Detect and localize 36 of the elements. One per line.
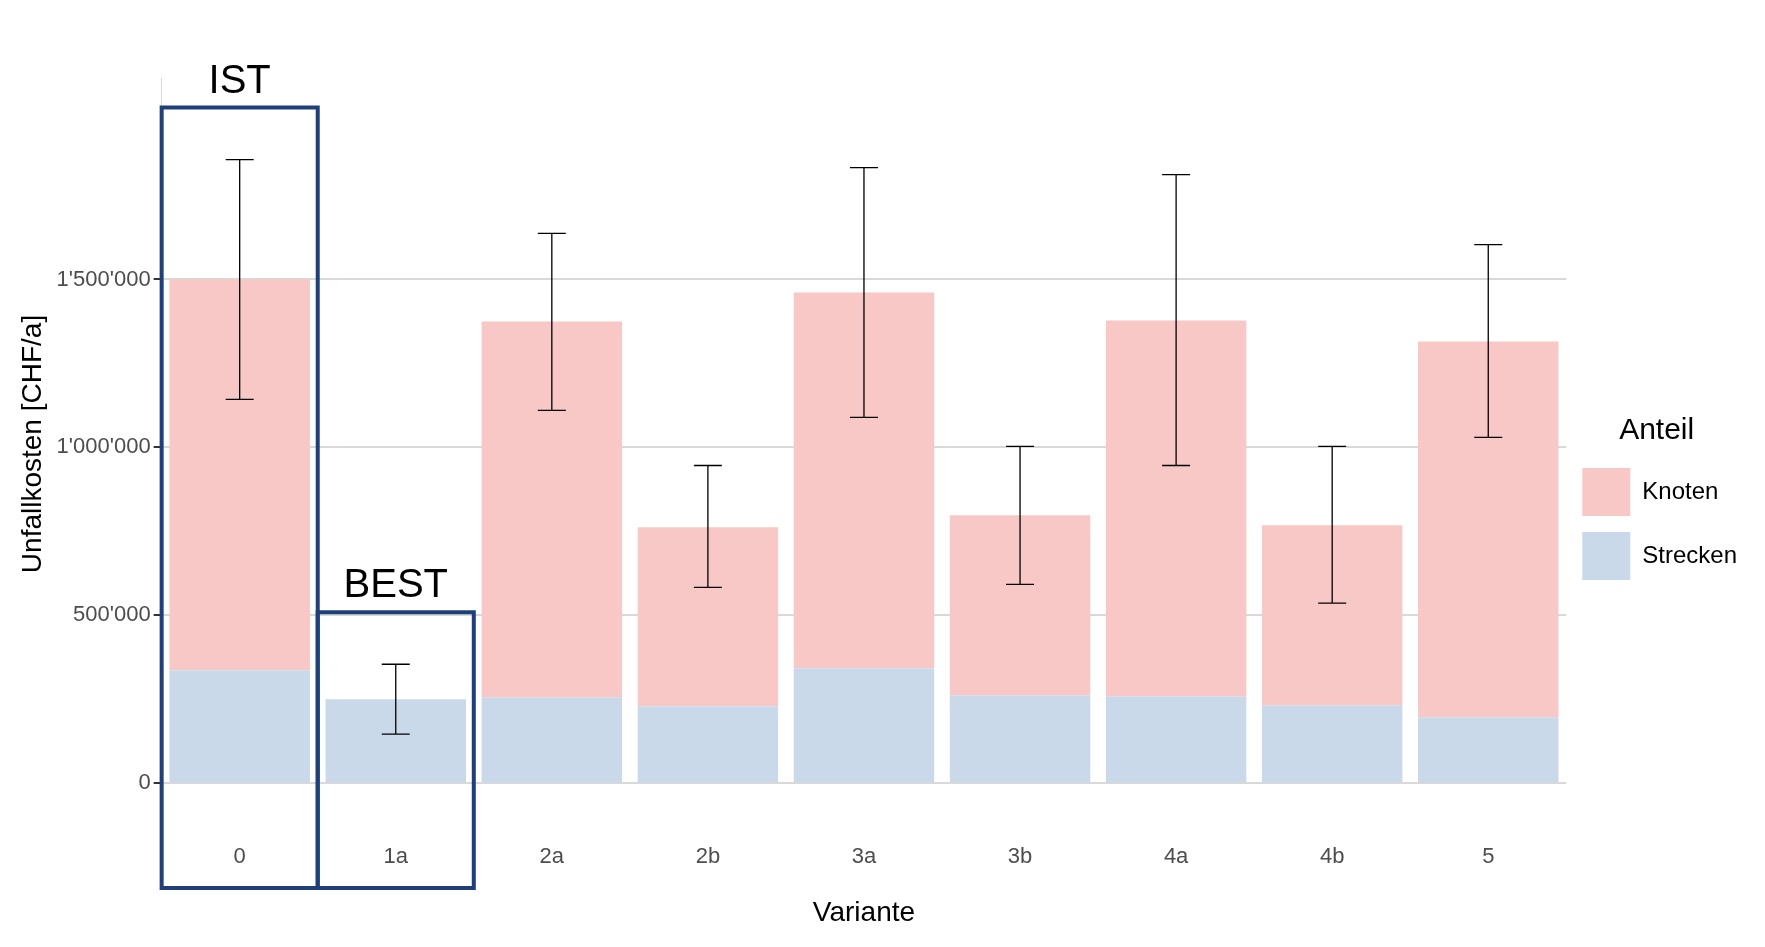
x-tick-label: 1a bbox=[383, 843, 409, 869]
x-tick-label: 3a bbox=[851, 843, 877, 869]
x-tick-label: 5 bbox=[1482, 843, 1495, 869]
annotation: IST bbox=[208, 56, 271, 101]
x-tick-label: 2b bbox=[695, 843, 721, 869]
x-tick-label: 4a bbox=[1163, 843, 1190, 869]
bar bbox=[1105, 320, 1247, 697]
x-tick-label: 0 bbox=[233, 843, 246, 869]
bar bbox=[793, 668, 935, 783]
bar bbox=[1418, 717, 1559, 783]
bar bbox=[1105, 696, 1247, 783]
legend-label: Strecken bbox=[1642, 540, 1738, 568]
y-tick-label: 500'000 bbox=[73, 601, 151, 627]
bar bbox=[949, 515, 1091, 696]
y-axis-title: Unfallkosten [CHF/a] bbox=[15, 314, 47, 574]
x-tick-label: 3b bbox=[1007, 843, 1033, 869]
bar bbox=[169, 670, 310, 783]
bar bbox=[637, 527, 779, 707]
y-tick-label: 1'500'000 bbox=[56, 265, 151, 291]
bar bbox=[1261, 525, 1403, 706]
bar bbox=[793, 292, 935, 669]
bar bbox=[1261, 705, 1403, 783]
x-tick-label: 2a bbox=[539, 843, 565, 869]
bar bbox=[481, 697, 623, 783]
legend-label: Knoten bbox=[1642, 476, 1719, 504]
bar bbox=[1418, 341, 1559, 718]
bar bbox=[637, 706, 779, 783]
x-axis-title: Variante bbox=[812, 895, 916, 927]
bar bbox=[325, 699, 466, 783]
legend-title: Anteil bbox=[1619, 412, 1695, 446]
y-tick-label: 0 bbox=[138, 769, 151, 795]
bar bbox=[481, 321, 623, 698]
bar bbox=[949, 695, 1091, 783]
y-tick-label: 1'000'000 bbox=[56, 433, 151, 459]
x-tick-label: 4b bbox=[1319, 843, 1345, 869]
annotation: BEST bbox=[343, 561, 448, 606]
